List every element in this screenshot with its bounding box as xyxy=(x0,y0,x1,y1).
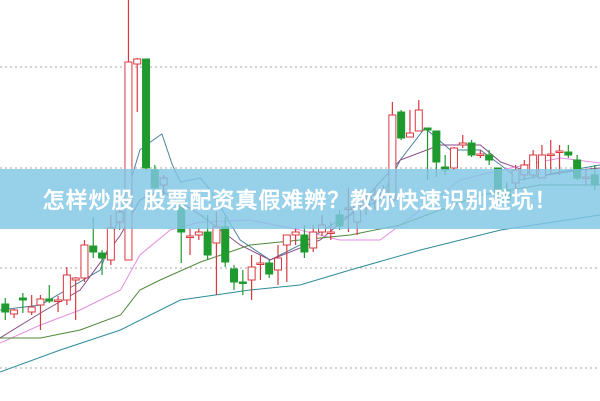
candle-down xyxy=(300,234,309,253)
candle-up xyxy=(309,231,318,249)
candle-down xyxy=(98,252,107,259)
candle-up xyxy=(449,147,458,169)
candle-down xyxy=(221,226,230,263)
title-banner: 怎样炒股 股票配资真假难辨？教你快速识别避坑！ xyxy=(0,169,600,229)
candle-down xyxy=(238,281,247,284)
candle-down xyxy=(230,268,239,283)
candle-down xyxy=(564,151,573,156)
candle-up xyxy=(247,266,256,281)
candle-down xyxy=(485,154,494,161)
candle-up xyxy=(54,299,63,302)
candle-up xyxy=(212,226,221,244)
candle-up xyxy=(106,227,115,261)
candle-up xyxy=(80,244,89,279)
candle-up xyxy=(71,277,80,281)
candle-up xyxy=(194,231,203,236)
candle-up xyxy=(282,234,291,246)
candle-up xyxy=(124,61,133,261)
candle-up xyxy=(256,262,265,265)
candle-up xyxy=(414,109,423,132)
candle-up xyxy=(555,150,564,153)
candle-down xyxy=(203,231,212,256)
candle-up xyxy=(291,231,300,236)
candle-up xyxy=(476,153,485,156)
moving-average-line-1 xyxy=(0,127,600,311)
candle-up xyxy=(405,132,414,138)
candle-down xyxy=(45,298,54,302)
candle-up xyxy=(274,257,283,271)
candle-up xyxy=(326,231,335,234)
candle-down xyxy=(142,58,151,169)
candle-up xyxy=(186,235,195,238)
banner-title: 怎样炒股 股票配资真假难辨？教你快速识别避坑！ xyxy=(42,189,558,214)
candle-down xyxy=(1,303,10,313)
candle-up xyxy=(27,306,36,313)
candle-up xyxy=(10,309,19,315)
candle-down xyxy=(432,130,441,163)
candle-down xyxy=(265,262,274,275)
candle-down xyxy=(423,127,432,131)
candle-up xyxy=(458,142,467,146)
candle-up xyxy=(133,58,142,65)
candle-up xyxy=(36,298,45,306)
candle-down xyxy=(397,111,406,139)
moving-average-line-5 xyxy=(0,214,600,373)
candle-up xyxy=(62,274,71,301)
candle-down xyxy=(18,297,27,301)
candle-down xyxy=(89,245,98,253)
candle-up xyxy=(546,153,555,156)
candle-down xyxy=(467,142,476,156)
